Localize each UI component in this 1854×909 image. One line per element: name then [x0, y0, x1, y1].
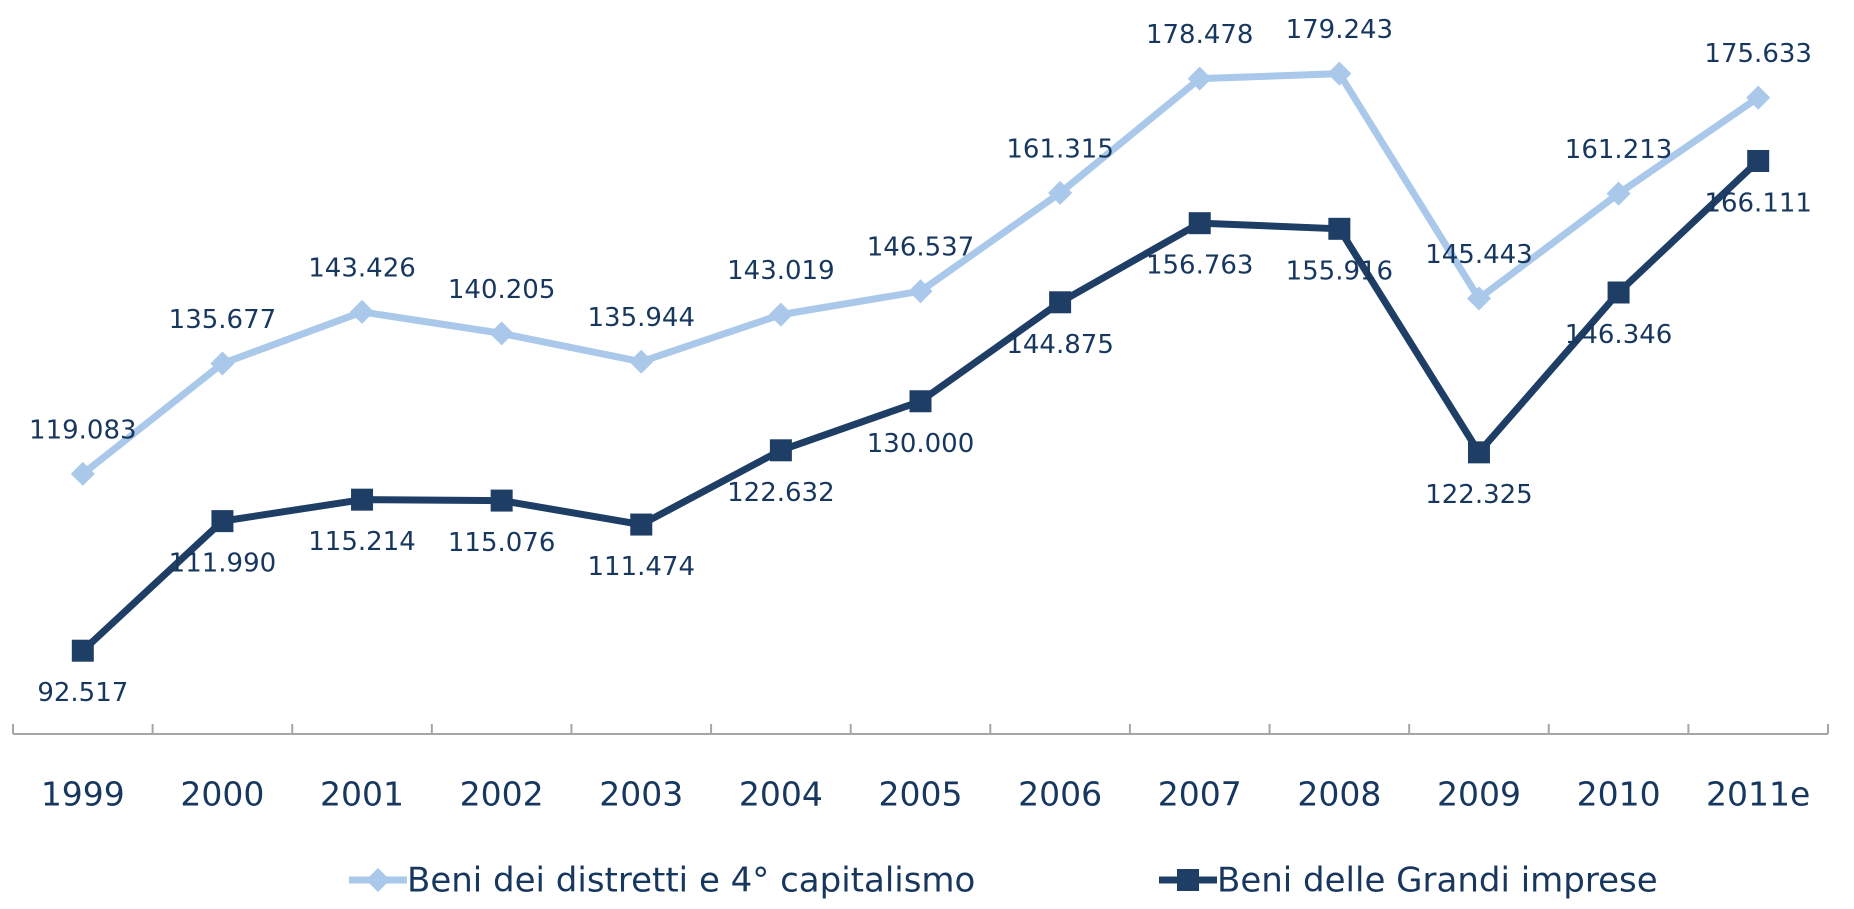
data-label: 115.214	[308, 527, 416, 557]
marker	[1746, 85, 1771, 110]
marker	[350, 299, 375, 324]
marker	[1607, 281, 1630, 304]
marker	[210, 351, 235, 376]
marker	[211, 510, 234, 533]
x-tick-label: 1999	[41, 775, 125, 814]
data-label: 143.019	[727, 256, 835, 286]
marker	[1187, 66, 1212, 91]
data-label: 122.632	[727, 478, 835, 508]
data-label: 119.083	[29, 415, 137, 445]
data-label: 115.076	[448, 528, 556, 558]
marker	[909, 390, 932, 413]
x-tick-label: 2011e	[1706, 775, 1810, 814]
marker	[1328, 217, 1351, 240]
x-tick-label: 2008	[1297, 775, 1381, 814]
series: 92.517 111.990 115.214 115.076 111.474 122.63…	[37, 149, 1812, 708]
marker	[1049, 291, 1072, 314]
x-tick-label: 2001	[320, 775, 404, 814]
data-label: 92.517	[37, 678, 128, 708]
data-label: 146.346	[1565, 320, 1673, 350]
data-label: 135.677	[169, 305, 277, 335]
marker	[768, 302, 793, 327]
data-label: 161.213	[1565, 135, 1673, 165]
marker	[351, 488, 374, 511]
legend-label: Beni dei distretti e 4° capitalismo	[407, 861, 975, 901]
x-tick-label: 2005	[879, 775, 963, 814]
data-label: 140.205	[448, 275, 556, 305]
marker	[1177, 869, 1199, 891]
data-label: 179.243	[1286, 15, 1394, 45]
marker	[1466, 286, 1491, 311]
x-tick-label: 2003	[599, 775, 683, 814]
marker	[70, 461, 95, 486]
marker	[1467, 441, 1490, 464]
marker	[490, 489, 513, 512]
x-tick-label: 2004	[739, 775, 823, 814]
marker	[366, 868, 390, 892]
x-tick-label: 2009	[1437, 775, 1521, 814]
data-label: 143.426	[308, 253, 416, 283]
x-tick-label: 2000	[180, 775, 264, 814]
marker	[1188, 212, 1211, 235]
marker	[769, 439, 792, 462]
marker	[1327, 61, 1352, 86]
data-label: 146.537	[867, 233, 975, 263]
data-label: 166.111	[1704, 188, 1812, 218]
x-tick-label: 2007	[1158, 775, 1242, 814]
data-label: 130.000	[867, 429, 975, 459]
legend-label: Beni delle Grandi imprese	[1217, 861, 1658, 901]
data-label: 111.990	[169, 549, 277, 579]
data-label: 156.763	[1146, 251, 1254, 281]
data-label: 155.916	[1286, 256, 1394, 286]
data-label: 178.478	[1146, 20, 1254, 50]
marker	[629, 349, 654, 374]
data-label: 111.474	[588, 552, 696, 582]
data-label: 175.633	[1704, 39, 1812, 69]
data-label: 122.325	[1425, 480, 1533, 510]
data-label: 135.944	[588, 303, 696, 333]
x-tick-label: 2010	[1577, 775, 1661, 814]
marker	[489, 321, 514, 346]
x-tick-label: 2002	[460, 775, 544, 814]
data-label: 161.315	[1006, 134, 1114, 164]
marker	[908, 279, 933, 304]
data-label: 145.443	[1425, 240, 1533, 270]
marker	[1606, 181, 1631, 206]
marker	[1747, 149, 1770, 172]
marker	[630, 513, 653, 536]
x-tick-label: 2006	[1018, 775, 1102, 814]
marker	[71, 639, 94, 662]
series: 119.083 135.677 143.426 140.205 135.944 143.0…	[29, 15, 1812, 486]
marker	[1048, 180, 1073, 205]
data-label: 144.875	[1006, 330, 1114, 360]
